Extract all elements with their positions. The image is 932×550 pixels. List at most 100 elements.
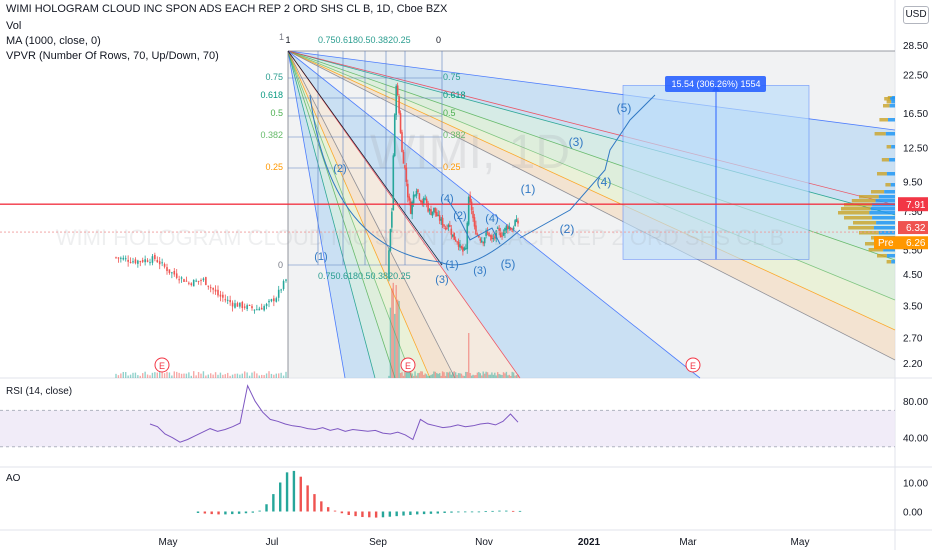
volume-bar [251, 372, 253, 378]
vpvr-row [885, 183, 891, 187]
candle-body [454, 239, 457, 242]
ao-bar [244, 511, 248, 514]
volume-bar [456, 374, 458, 378]
ao-bar [196, 511, 200, 513]
price-label-bg [874, 236, 928, 250]
candle-body [161, 262, 163, 264]
vpvr-row [879, 118, 888, 122]
ao-bar [265, 504, 268, 512]
candle-body [253, 309, 256, 311]
vpvr-row [878, 231, 895, 235]
volume-bar [437, 373, 439, 378]
volume-bar [178, 372, 180, 378]
volume-bar [219, 372, 222, 378]
volume-bar [410, 372, 412, 378]
volume-bar [137, 375, 139, 378]
volume-bar [488, 374, 490, 378]
x-tick-label: 2021 [578, 537, 601, 548]
vpvr-row [886, 254, 895, 258]
ao-bar [320, 501, 323, 512]
candle-body [486, 231, 489, 233]
volume-bar [424, 373, 426, 378]
candle-body [396, 85, 399, 96]
vpvr-row [889, 158, 895, 162]
currency-button[interactable]: USD [903, 6, 929, 24]
candle-body [168, 269, 171, 273]
ao-bar [409, 511, 412, 515]
fib-level-label: 0.75 [265, 72, 283, 82]
wave-label: (1) [521, 182, 536, 196]
vpvr-legend: VPVR (Number Of Rows, 70, Up/Down, 70) [6, 50, 219, 62]
candle-body [491, 235, 493, 240]
vpvr-row [891, 145, 895, 149]
volume-bar [412, 375, 415, 378]
candle-body [512, 227, 515, 230]
candle-body [502, 232, 505, 236]
candle-body [509, 227, 512, 230]
volume-bar [476, 372, 479, 378]
candle-body [489, 235, 492, 237]
candle-body [431, 211, 434, 216]
volume-bar [146, 374, 149, 378]
candle-body [209, 287, 212, 289]
volume-bar [388, 375, 390, 378]
volume-bar [485, 371, 487, 378]
candle-body [504, 228, 506, 234]
y-tick-label: 3.50 [903, 301, 923, 312]
volume-bar [462, 375, 464, 378]
candle-body [180, 277, 183, 279]
volume-bar [443, 372, 445, 378]
ao-bar [285, 472, 289, 512]
x-tick-label: Jul [266, 537, 279, 548]
volume-bar [447, 372, 450, 378]
candle-body [217, 289, 219, 296]
ao-bar [422, 511, 426, 515]
volume-bar [405, 371, 408, 378]
candle-body [137, 260, 139, 264]
volume-bar [222, 374, 224, 378]
candle-body [408, 196, 411, 201]
volume-bar [207, 374, 209, 378]
vpvr-row [878, 195, 895, 199]
candle-body [501, 235, 503, 237]
volume-bar [183, 373, 185, 378]
volume-bar [193, 371, 195, 378]
price-label-bg [898, 221, 928, 235]
candle-body [241, 302, 244, 308]
volume-bar [460, 373, 463, 378]
volume-bar [481, 375, 483, 378]
candle-body [192, 280, 195, 287]
vpvr-row [853, 221, 877, 225]
ao-bar [374, 511, 378, 518]
candle-body [451, 234, 454, 237]
ao-bar [347, 511, 350, 515]
candle-body [178, 279, 180, 281]
candle-body [280, 289, 282, 291]
candle-body [197, 280, 200, 282]
candle-body [158, 261, 161, 265]
earnings-label: E [405, 361, 411, 371]
candle-body [173, 270, 176, 275]
volume-bar [497, 372, 499, 378]
volume-bar [263, 375, 265, 378]
candle-body [285, 279, 287, 281]
candle-body [469, 195, 471, 203]
volume-bar [151, 372, 154, 378]
wave-label: (2) [453, 210, 466, 222]
vpvr-row [886, 172, 895, 176]
volume-bar [122, 371, 124, 378]
volume-bar [392, 282, 394, 378]
volume-bar [236, 373, 239, 378]
volume-bar [154, 372, 156, 378]
candle-body [485, 230, 487, 236]
x-tick-label: Mar [679, 537, 697, 548]
volume-bar [185, 373, 188, 378]
candle-body [188, 282, 190, 284]
volume-bar [427, 375, 429, 378]
candle-body [256, 309, 258, 311]
volume-bar [501, 375, 503, 378]
wave-label: (4) [440, 193, 453, 205]
candle-body [420, 200, 422, 203]
